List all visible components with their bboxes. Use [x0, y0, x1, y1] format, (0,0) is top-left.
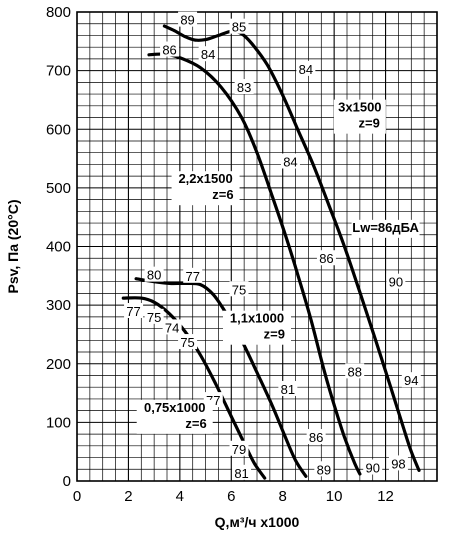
- annotation-bg: [136, 399, 213, 434]
- noise-level-annotation: Lw=86дБА: [352, 220, 419, 235]
- motor-annotation: 1,1x1000: [230, 311, 284, 326]
- y-tick-label: 200: [46, 356, 71, 373]
- y-tick-label: 400: [46, 239, 71, 256]
- noise-level-label: 86: [309, 430, 323, 445]
- x-axis-label: Q,м³/ч x1000: [215, 514, 300, 530]
- noise-label-bg: [144, 308, 164, 324]
- y-tick-label: 700: [46, 63, 71, 80]
- noise-label-bg: [296, 60, 316, 76]
- x-tick-label: 8: [279, 488, 287, 505]
- x-tick-label: 0: [73, 488, 81, 505]
- y-tick-label: 800: [46, 4, 71, 21]
- motor-annotation: z=6: [212, 187, 233, 202]
- plot-frame: [76, 11, 438, 482]
- annotation-bg: [223, 310, 291, 345]
- noise-label-bg: [232, 464, 252, 480]
- noise-label-bg: [162, 319, 182, 335]
- noise-level-label: 84: [299, 62, 313, 77]
- series-line-2: [147, 52, 362, 476]
- noise-label-bg: [278, 380, 298, 396]
- noise-label-bg: [234, 79, 254, 95]
- noise-label-bg: [401, 372, 421, 388]
- x-tick-label: 10: [326, 488, 343, 505]
- noise-label-bg: [178, 11, 198, 27]
- noise-label-bg: [229, 18, 249, 34]
- x-tick-label: 4: [176, 488, 184, 505]
- noise-level-label: 81: [281, 382, 295, 397]
- noise-label-bg: [124, 302, 144, 318]
- noise-label-bg: [388, 455, 408, 471]
- noise-level-label: 89: [180, 13, 194, 28]
- noise-level-label: 79: [232, 442, 246, 457]
- y-tick-label: 300: [46, 297, 71, 314]
- noise-label-bg: [345, 363, 365, 379]
- annotation-bg: [171, 171, 240, 206]
- motor-annotation: 0,75x1000: [144, 400, 205, 415]
- noise-level-label: 80: [147, 268, 161, 283]
- noise-label-bg: [306, 429, 326, 445]
- y-tick-label: 600: [46, 121, 71, 138]
- noise-label-bg: [314, 461, 334, 477]
- y-axis-label: Psv, Па (20°C): [5, 200, 21, 294]
- noise-label-bg: [316, 250, 336, 266]
- annotation-bg: [351, 219, 420, 238]
- noise-level-label: 81: [234, 466, 248, 481]
- x-tick-label: 2: [124, 488, 132, 505]
- noise-level-label: 75: [147, 310, 161, 325]
- motor-annotation: z=9: [359, 116, 380, 131]
- x-tick-label: 12: [377, 488, 394, 505]
- noise-level-label: 75: [180, 335, 194, 350]
- noise-level-label: 86: [319, 251, 333, 266]
- noise-level-label: 84: [201, 47, 215, 62]
- noise-label-bg: [198, 46, 218, 62]
- noise-label-bg: [229, 281, 249, 297]
- noise-level-label: 88: [347, 364, 361, 379]
- noise-label-bg: [363, 459, 383, 475]
- noise-label-bg: [183, 267, 203, 283]
- motor-annotation: 2,2x1500: [178, 171, 232, 186]
- motor-annotation: z=9: [264, 327, 285, 342]
- noise-level-label: 98: [391, 456, 405, 471]
- noise-level-label: 77: [185, 269, 199, 284]
- annotation-bg: [333, 99, 386, 134]
- noise-label-bg: [386, 273, 406, 289]
- motor-annotation: z=6: [185, 416, 206, 431]
- noise-level-label: 77: [126, 304, 140, 319]
- series-line-1: [162, 24, 421, 472]
- y-tick-label: 0: [63, 473, 71, 490]
- noise-level-label: 83: [237, 80, 251, 95]
- noise-level-label: 85: [232, 20, 246, 35]
- noise-label-bg: [160, 41, 180, 57]
- grid: [76, 11, 438, 482]
- noise-level-label: 89: [317, 462, 331, 477]
- noise-level-label: 74: [165, 320, 179, 335]
- noise-level-label: 84: [283, 154, 297, 169]
- y-tick-label: 100: [46, 414, 71, 431]
- noise-level-label: 90: [365, 461, 379, 476]
- motor-annotation: 3x1500: [338, 100, 381, 115]
- x-tick-label: 6: [227, 488, 235, 505]
- noise-label-bg: [144, 266, 164, 282]
- noise-label-bg: [280, 153, 300, 169]
- noise-label-bg: [229, 440, 249, 456]
- y-tick-label: 500: [46, 180, 71, 197]
- noise-level-label: 86: [162, 43, 176, 58]
- noise-level-label: 94: [404, 373, 418, 388]
- noise-level-label: 90: [389, 275, 403, 290]
- noise-level-label: 75: [232, 282, 246, 297]
- noise-label-bg: [178, 334, 198, 350]
